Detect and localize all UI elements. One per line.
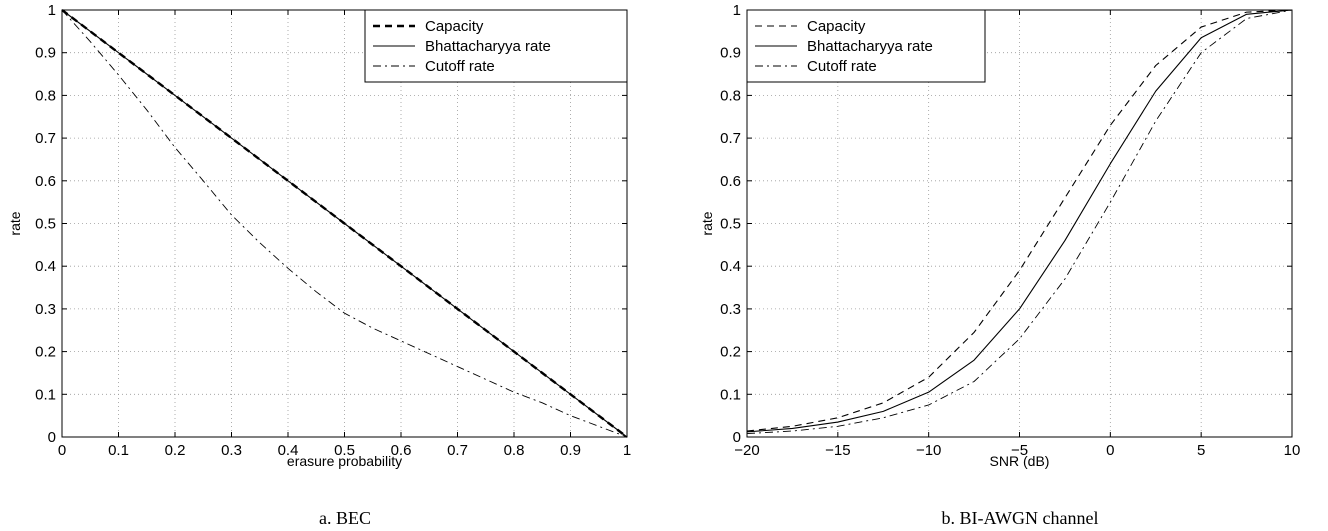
legend-label: Cutoff rate	[425, 58, 495, 75]
legend-label: Cutoff rate	[807, 58, 877, 75]
x-tick-label: 0.5	[334, 442, 355, 459]
y-tick-label: 0.7	[720, 130, 741, 147]
series-line-2	[746, 9, 1293, 435]
y-tick-label: 0.6	[720, 173, 741, 190]
y-axis-label: rate	[699, 211, 715, 235]
y-tick-label: 0.5	[35, 216, 56, 233]
series-lines	[61, 9, 628, 438]
x-tick-label: 0.4	[278, 442, 299, 459]
y-tick-label: 1	[733, 2, 741, 19]
x-tick-label: 0.7	[447, 442, 468, 459]
x-tick-label: −15	[825, 442, 850, 459]
y-tick-label: 0.8	[720, 87, 741, 104]
legend-label: Capacity	[807, 18, 866, 35]
legend-label: Bhattacharyya rate	[807, 38, 933, 55]
y-axis-label: rate	[7, 211, 23, 235]
legend: Capacity Bhattacharyya rate Cutoff rate	[364, 9, 628, 83]
y-tick-label: 0.7	[35, 130, 56, 147]
x-tick-label: −10	[916, 442, 941, 459]
y-tick-label: 0.4	[35, 258, 56, 275]
x-tick-label: 0.8	[504, 442, 525, 459]
legend: Capacity Bhattacharyya rate Cutoff rate	[746, 9, 986, 83]
chart-bi-awgn: −20 −15 −10 −5 0 5 10 0 0.1 0.2 0.3 0.4 0.5 0.6 0.7 0.8…	[699, 2, 1300, 528]
chart-caption: a. BEC	[319, 508, 371, 528]
series-lines	[746, 9, 1293, 435]
y-tick-label: 0.2	[35, 344, 56, 361]
x-axis: 0 0.1 0.2 0.3 0.4 0.5 0.6 0.7 0.8 0.9 1	[58, 10, 631, 459]
y-tick-label: 0.3	[35, 301, 56, 318]
x-tick-label: −20	[734, 442, 759, 459]
series-line-0	[746, 9, 1293, 432]
y-tick-label: 1	[48, 2, 56, 19]
y-tick-label: 0.4	[720, 258, 741, 275]
y-tick-label: 0.2	[720, 344, 741, 361]
x-tick-label: 0	[58, 442, 66, 459]
y-tick-label: 0.1	[35, 386, 56, 403]
x-axis: −20 −15 −10 −5 0 5 10	[734, 10, 1300, 459]
legend-label: Bhattacharyya rate	[425, 38, 551, 55]
chart-bec: 0 0.1 0.2 0.3 0.4 0.5 0.6 0.7 0.8 0.9 100.10.20.30…	[7, 2, 631, 528]
series-line-1	[61, 9, 628, 438]
x-tick-label: 0.6	[391, 442, 412, 459]
y-tick-label: 0.9	[720, 45, 741, 62]
series-line-1	[746, 9, 1293, 433]
y-tick-label: 0	[733, 429, 741, 446]
x-tick-label: 0.2	[165, 442, 186, 459]
x-tick-label: 0.1	[108, 442, 129, 459]
x-tick-label: −5	[1011, 442, 1028, 459]
chart-caption: b. BI-AWGN channel	[941, 508, 1098, 528]
y-tick-label: 0.6	[35, 173, 56, 190]
y-tick-label: 0.9	[35, 45, 56, 62]
y-tick-label: 0.1	[720, 386, 741, 403]
x-tick-label: 10	[1284, 442, 1301, 459]
x-axis-label: SNR (dB)	[990, 453, 1050, 469]
x-tick-label: 0	[1106, 442, 1114, 459]
x-tick-label: 5	[1197, 442, 1205, 459]
legend-label: Capacity	[425, 18, 484, 35]
x-tick-label: 0.9	[560, 442, 581, 459]
y-tick-label: 0.5	[720, 216, 741, 233]
series-line-2	[61, 9, 628, 438]
y-tick-label: 0.3	[720, 301, 741, 318]
x-tick-label: 1	[623, 442, 631, 459]
x-axis-label: erasure probability	[287, 453, 402, 469]
y-tick-label: 0.8	[35, 87, 56, 104]
y-tick-label: 0	[48, 429, 56, 446]
x-tick-label: 0.3	[221, 442, 242, 459]
